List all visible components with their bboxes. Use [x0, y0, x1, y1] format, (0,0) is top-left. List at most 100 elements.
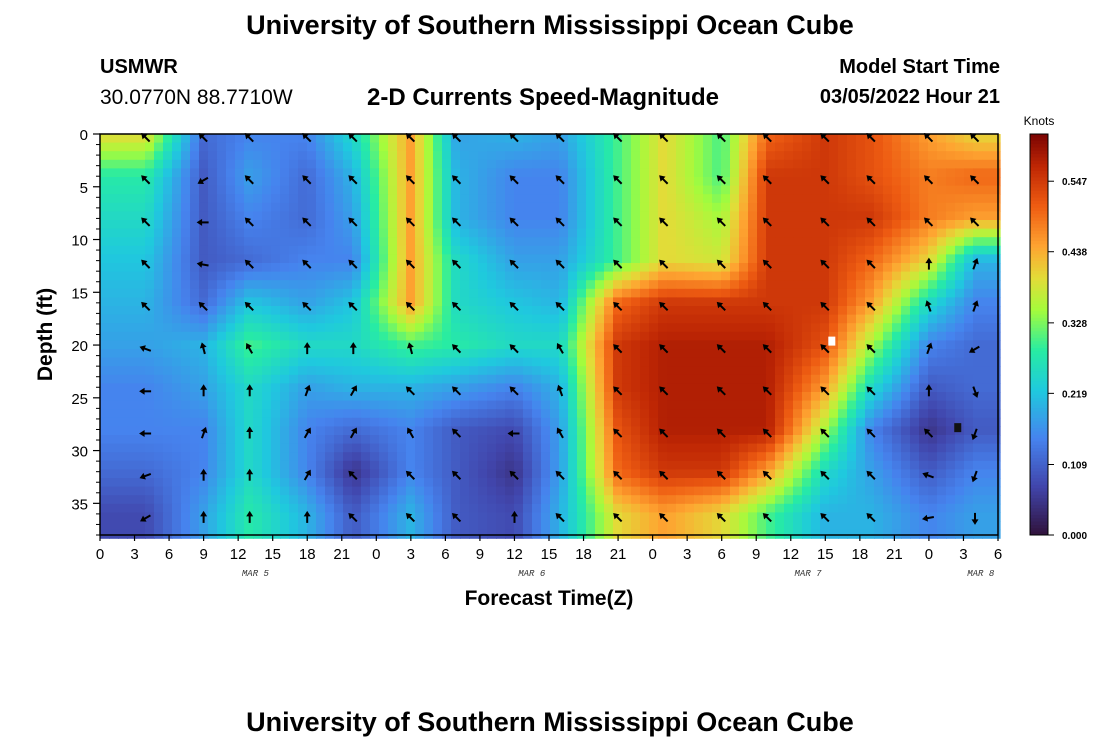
heatmap-cell: [658, 314, 668, 324]
heatmap-cell: [316, 168, 326, 178]
heatmap-cell: [100, 417, 110, 427]
heatmap-cell: [964, 383, 974, 393]
current-arrow: [556, 384, 564, 397]
heatmap-cell: [694, 478, 704, 488]
heatmap-cell: [775, 220, 785, 230]
heatmap-cell: [352, 521, 362, 531]
heatmap-cell: [874, 314, 884, 324]
heatmap-cell: [460, 349, 470, 359]
heatmap-cell: [163, 168, 173, 178]
heatmap-cell: [982, 400, 992, 410]
heatmap-cell: [523, 503, 533, 513]
heatmap-cell: [433, 306, 443, 316]
heatmap-cell: [118, 529, 128, 539]
heatmap-cell: [541, 426, 551, 436]
heatmap-cell: [136, 202, 146, 212]
heatmap-cell: [280, 228, 290, 238]
heatmap-cell: [145, 426, 155, 436]
heatmap-cell: [262, 478, 272, 488]
heatmap-cell: [433, 460, 443, 470]
heatmap-cell: [712, 254, 722, 264]
heatmap-cell: [109, 521, 119, 531]
heatmap-cell: [388, 263, 398, 273]
heatmap-cell: [433, 314, 443, 324]
heatmap-cell: [208, 297, 218, 307]
heatmap-cell: [937, 366, 947, 376]
heatmap-cell: [973, 486, 983, 496]
heatmap-cell: [559, 495, 569, 505]
heatmap-cell: [982, 177, 992, 187]
heatmap-cell: [442, 237, 452, 247]
heatmap-cell: [973, 340, 983, 350]
heatmap-cell: [667, 237, 677, 247]
heatmap-cell: [550, 202, 560, 212]
heatmap-cell: [946, 349, 956, 359]
heatmap-cell: [910, 323, 920, 333]
heatmap-cell: [793, 220, 803, 230]
heatmap-cell: [847, 478, 857, 488]
heatmap-cell: [541, 452, 551, 462]
heatmap-cell: [559, 417, 569, 427]
heatmap-cell: [649, 323, 659, 333]
heatmap-cell: [460, 314, 470, 324]
heatmap-cell: [973, 357, 983, 367]
heatmap-cell: [118, 521, 128, 531]
heatmap-cell: [181, 357, 191, 367]
heatmap-cell: [460, 495, 470, 505]
heatmap-cell: [298, 263, 308, 273]
heatmap-cell: [379, 331, 389, 341]
heatmap-cell: [568, 331, 578, 341]
current-arrow: [970, 175, 980, 185]
heatmap-cell: [100, 306, 110, 316]
heatmap-cell: [919, 443, 929, 453]
heatmap-cell: [820, 297, 830, 307]
heatmap-cell: [181, 134, 191, 144]
heatmap-cell: [496, 383, 506, 393]
heatmap-cell: [730, 245, 740, 255]
heatmap-cell: [784, 185, 794, 195]
heatmap-cell: [280, 306, 290, 316]
current-arrow: [659, 217, 669, 227]
heatmap-cell: [667, 331, 677, 341]
heatmap-cell: [577, 297, 587, 307]
heatmap-cell: [685, 220, 695, 230]
heatmap-cell: [766, 142, 776, 152]
heatmap-cell: [838, 426, 848, 436]
heatmap-cell: [226, 211, 236, 221]
heatmap-cell: [100, 426, 110, 436]
heatmap-cell: [361, 168, 371, 178]
heatmap-cell: [154, 357, 164, 367]
heatmap-cell: [937, 202, 947, 212]
heatmap-cell: [910, 495, 920, 505]
heatmap-cell: [883, 512, 893, 522]
heatmap-cell: [721, 254, 731, 264]
heatmap-cell: [901, 357, 911, 367]
heatmap-cell: [235, 237, 245, 247]
heatmap-cell: [739, 495, 749, 505]
heatmap-cell: [631, 349, 641, 359]
heatmap-cell: [811, 151, 821, 161]
heatmap-cell: [163, 452, 173, 462]
heatmap-cell: [730, 469, 740, 479]
heatmap-cell: [100, 503, 110, 513]
heatmap-cell: [154, 374, 164, 384]
heatmap-cell: [910, 478, 920, 488]
heatmap-cell: [613, 400, 623, 410]
heatmap-cell: [928, 280, 938, 290]
heatmap-cell: [154, 469, 164, 479]
heatmap-cell: [766, 340, 776, 350]
heatmap-cell: [271, 254, 281, 264]
heatmap-cell: [883, 469, 893, 479]
heatmap-cell: [784, 168, 794, 178]
heatmap-cell: [910, 340, 920, 350]
heatmap-cell: [496, 374, 506, 384]
heatmap-cell: [235, 409, 245, 419]
heatmap-cell: [154, 495, 164, 505]
heatmap-cell: [901, 512, 911, 522]
heatmap-cell: [874, 168, 884, 178]
heatmap-cell: [307, 314, 317, 324]
heatmap-cell: [829, 288, 839, 298]
heatmap-cell: [460, 220, 470, 230]
current-arrow: [246, 426, 254, 439]
heatmap-cell: [793, 323, 803, 333]
